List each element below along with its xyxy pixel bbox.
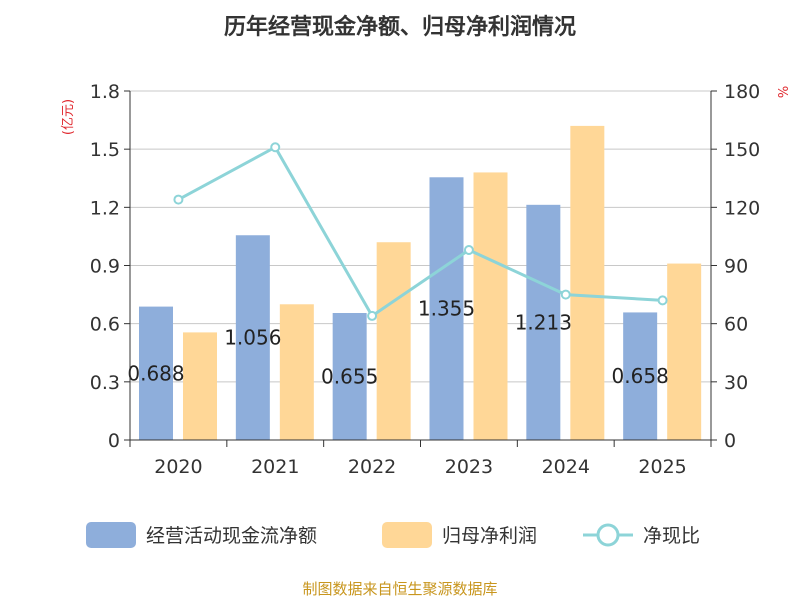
bar-net-profit <box>667 263 702 440</box>
right-axis-unit: % <box>777 86 792 98</box>
left-tick-label: 0.9 <box>90 256 120 278</box>
bar-net-profit <box>376 242 411 440</box>
right-tick-label: 30 <box>724 372 748 394</box>
bar-net-profit <box>279 304 314 440</box>
right-tick-label: 0 <box>724 430 736 452</box>
left-tick-label: 0.6 <box>90 314 120 336</box>
right-tick-label: 60 <box>724 314 748 336</box>
x-tick-label: 2024 <box>542 456 590 478</box>
ratio-point <box>173 194 184 205</box>
ratio-point <box>367 310 378 321</box>
left-tick-label: 0.3 <box>90 372 120 394</box>
legend-label-ratio: 净现比 <box>643 525 700 547</box>
x-tick-label: 2020 <box>154 456 202 478</box>
left-tick-label: 1.2 <box>90 197 120 219</box>
bar-label-operating-cf: 1.213 <box>515 310 572 334</box>
bar-net-profit <box>183 332 217 440</box>
bar-label-operating-cf: 0.658 <box>612 364 669 388</box>
bar-operating-cf <box>623 312 658 440</box>
ratio-line-path <box>177 145 663 319</box>
right-tick-label: 120 <box>724 197 760 219</box>
bar-operating-cf <box>332 313 367 440</box>
x-tick-label: 2021 <box>251 456 299 478</box>
bars <box>139 125 702 441</box>
legend-swatch-operating-cf <box>86 522 136 548</box>
ratio-point <box>270 142 281 153</box>
bar-labels: 0.688 1.056 0.655 1.355 1.213 0.658 <box>127 297 668 389</box>
gridlines <box>130 90 711 383</box>
ratio-point <box>463 244 474 255</box>
legend-label-net-profit: 归母净利润 <box>442 525 537 547</box>
ratio-point <box>657 295 668 306</box>
legend-swatch-ratio-marker <box>596 523 620 547</box>
x-tick-label: 2025 <box>638 456 686 478</box>
x-tick-label: 2022 <box>348 456 396 478</box>
bar-operating-cf <box>526 204 561 440</box>
right-tick-label: 150 <box>724 139 760 161</box>
bar-label-operating-cf: 0.688 <box>127 361 184 385</box>
left-tick-label: 1.5 <box>90 139 120 161</box>
axes: 0 0 0.3 30 0.6 60 0.9 90 1.2 120 1.5 150 1.8 180 2020 2… <box>90 81 760 478</box>
chart-title: 历年经营现金净额、归母净利润情况 <box>224 14 576 40</box>
bar-label-operating-cf: 0.655 <box>321 365 378 389</box>
ratio-point <box>560 289 571 300</box>
ratio-line <box>173 142 668 321</box>
left-axis-unit: (亿元) <box>61 99 76 135</box>
bar-operating-cf <box>235 235 270 440</box>
legend-swatch-net-profit <box>382 522 432 548</box>
right-tick-label: 180 <box>724 81 760 103</box>
legend-label-operating-cf: 经营活动现金流净额 <box>146 525 317 547</box>
right-tick-label: 90 <box>724 256 748 278</box>
bar-operating-cf <box>139 306 173 440</box>
left-tick-label: 0 <box>108 430 120 452</box>
left-tick-label: 1.8 <box>90 81 120 103</box>
bar-operating-cf <box>429 177 464 440</box>
bar-label-operating-cf: 1.056 <box>224 326 281 350</box>
bar-label-operating-cf: 1.355 <box>418 297 475 321</box>
legend: 经营活动现金流净额 归母净利润 净现比 <box>86 522 700 548</box>
bar-net-profit <box>473 172 508 440</box>
bar-net-profit <box>570 125 605 441</box>
source-note: 制图数据来自恒生聚源数据库 <box>302 580 497 598</box>
x-tick-label: 2023 <box>445 456 493 478</box>
